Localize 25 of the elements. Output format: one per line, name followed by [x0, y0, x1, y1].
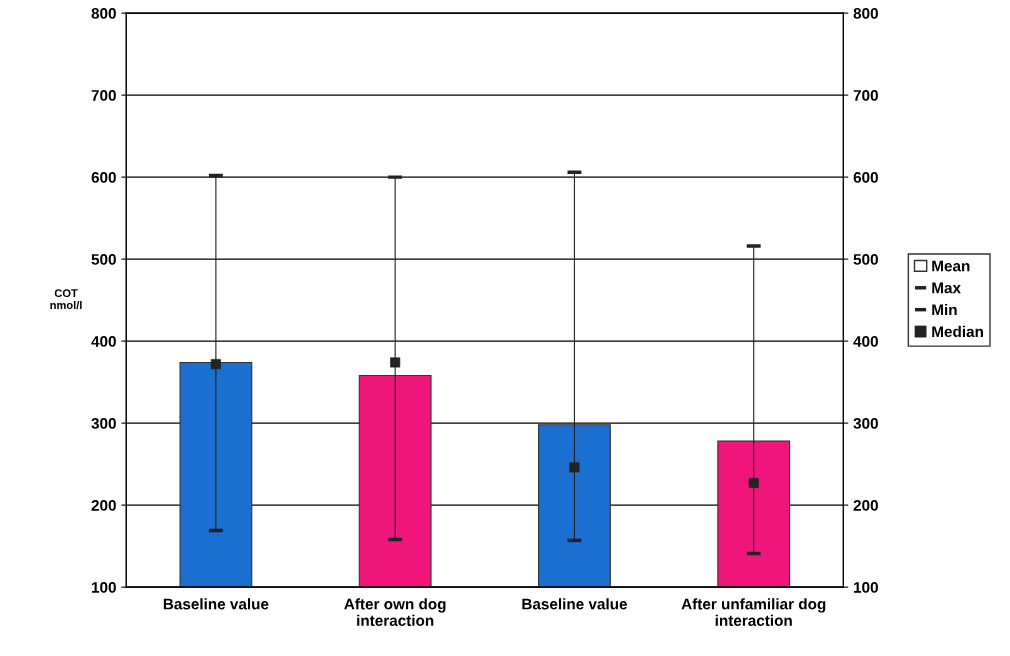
text: Min	[932, 303, 957, 316]
x-tick-label: Baseline value	[522, 598, 627, 610]
y-tick-label: 100	[92, 581, 116, 593]
x-tick-label: After unfamiliar dog interaction	[681, 598, 826, 626]
y-tick-label: 300	[91, 417, 116, 429]
legend-label: Mean	[932, 260, 970, 272]
y-tick-label: 700	[91, 89, 116, 101]
y2-tick-label: 500	[853, 253, 878, 265]
y2-tick-label: 700	[853, 89, 878, 101]
y2-tick-label: 200	[853, 499, 878, 511]
x-tick-label: Baseline value	[163, 598, 269, 610]
y-tick-label: 800	[91, 7, 116, 19]
y-tick-label: 600	[91, 171, 116, 183]
y2-tick-label: 300	[853, 417, 878, 429]
y-tick-label: 200	[91, 499, 116, 511]
text: Max	[932, 282, 961, 294]
legend-label: Median	[932, 325, 983, 338]
y-axis-title: COT nmol/l	[50, 289, 82, 310]
y2-tick-label: 600	[853, 171, 878, 183]
y-tick-label: 500	[91, 253, 116, 265]
y2-tick-label: 400	[853, 335, 878, 347]
y2-tick-label: 100	[854, 581, 878, 593]
y-tick-label: 400	[91, 335, 116, 347]
y2-tick-label: 800	[853, 7, 878, 19]
x-tick-label: After own dog interaction	[344, 598, 446, 626]
